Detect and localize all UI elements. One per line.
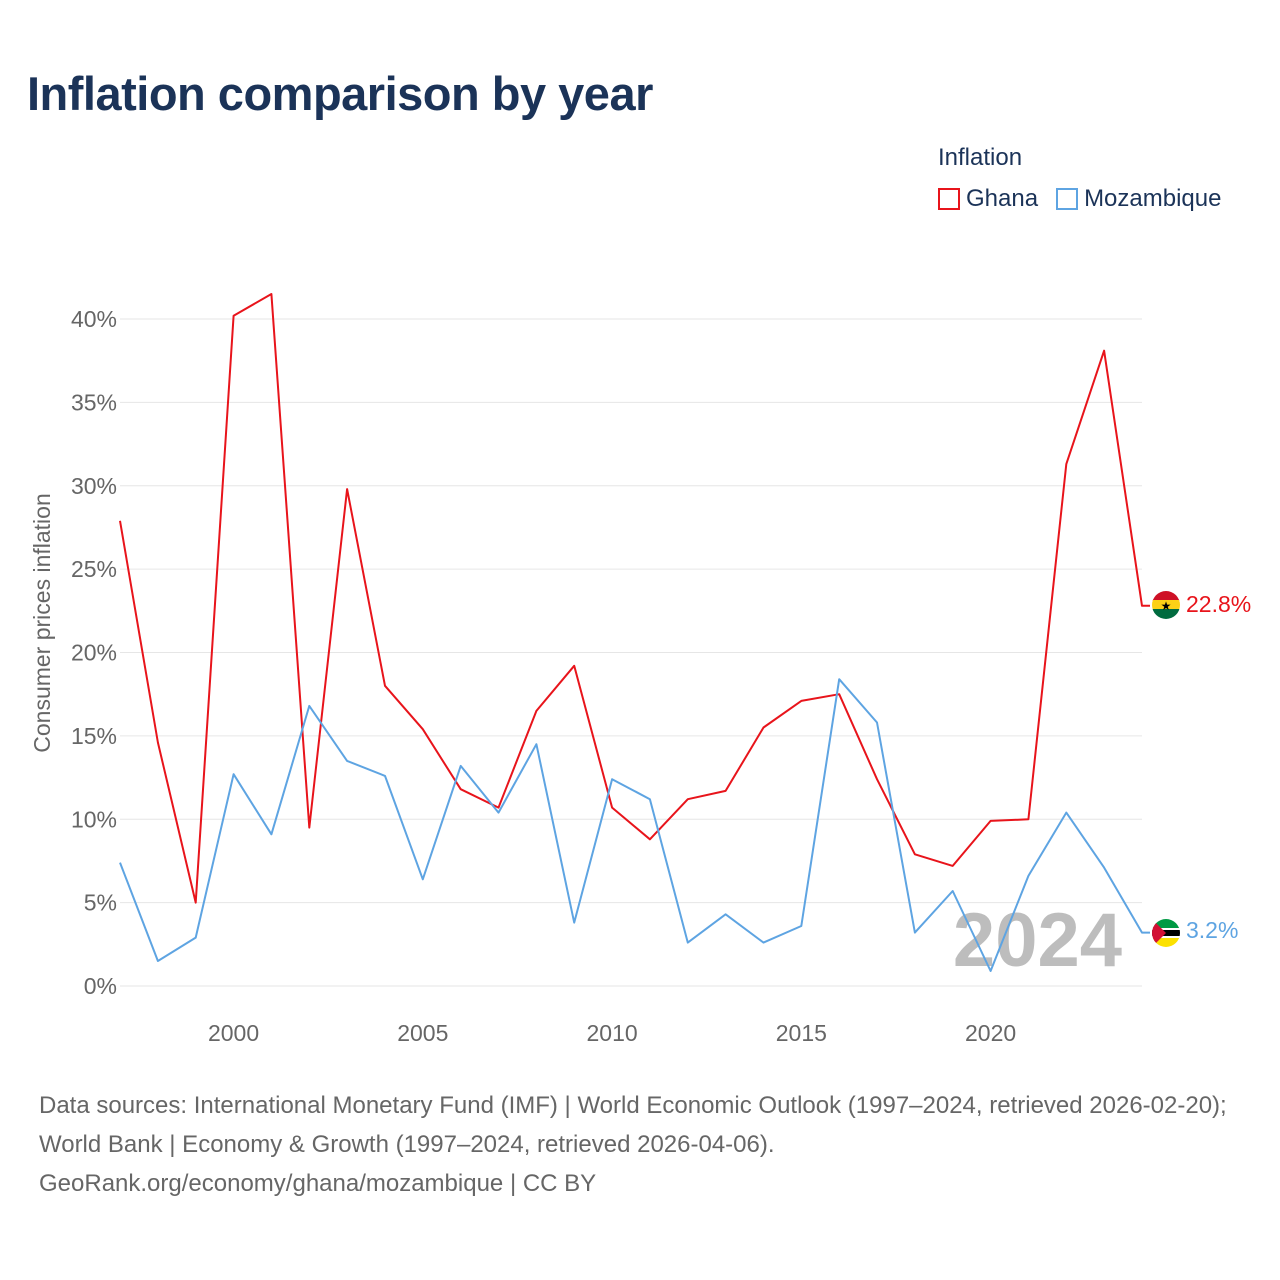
legend-swatch-ghana <box>938 188 960 210</box>
ghana-end-value-label: 22.8% <box>1186 591 1251 617</box>
y-tick-label: 35% <box>71 389 117 415</box>
chart-title: Inflation comparison by year <box>27 67 653 120</box>
mozambique-flag-icon <box>1152 919 1180 947</box>
legend-label-ghana: Ghana <box>966 185 1039 212</box>
series-line-mozambique[interactable] <box>119 678 1150 972</box>
x-tick-label: 2015 <box>776 1020 827 1046</box>
legend-item-ghana[interactable]: Ghana <box>938 185 1038 213</box>
y-axis-ticks: 0% 5% 10% 15% 20% 25% 30% 35% 40% <box>71 306 117 999</box>
data-sources: Data sources: International Monetary Fun… <box>39 1092 1227 1158</box>
y-tick-label: 40% <box>71 306 117 332</box>
mozambique-end-value-label: 3.2% <box>1186 917 1238 943</box>
gridlines <box>120 318 1142 987</box>
year-watermark: 2024 <box>953 898 1122 983</box>
ghana-flag-icon: ★ <box>1152 591 1180 619</box>
y-tick-label: 30% <box>71 473 117 499</box>
y-tick-label: 5% <box>84 890 117 916</box>
y-tick-label: 20% <box>71 640 117 666</box>
y-tick-label: 10% <box>71 806 117 832</box>
legend-label-mozambique: Mozambique <box>1084 185 1222 212</box>
x-tick-label: 2000 <box>208 1020 259 1046</box>
legend-swatch-mozambique <box>1056 188 1079 210</box>
series-line-ghana[interactable] <box>119 293 1150 904</box>
line-chart: 0%5%10%15%20%25%30%35%40% 2000 2005 2010 20… <box>29 293 1251 1046</box>
credit-link[interactable]: GeoRank.org/economy/ghana/mozambique | C… <box>39 1170 597 1197</box>
x-tick-label: 2010 <box>586 1020 637 1046</box>
x-tick-label: 2020 <box>965 1020 1016 1046</box>
y-tick-label: 0% <box>84 973 117 999</box>
footer: Data sources: International Monetary Fun… <box>39 1086 1249 1203</box>
y-axis-label: Consumer prices inflation <box>29 493 55 753</box>
svg-text:★: ★ <box>1161 599 1172 613</box>
series-lines <box>119 293 1150 972</box>
y-tick-label: 15% <box>71 723 117 749</box>
legend-title: Inflation <box>938 144 1023 171</box>
x-tick-label: 2005 <box>397 1020 448 1046</box>
legend: Ghana Mozambique <box>938 185 1239 213</box>
x-axis-ticks: 2000 2005 2010 2015 2020 <box>208 1020 1016 1046</box>
y-tick-label: 25% <box>71 556 117 582</box>
legend-item-mozambique[interactable]: Mozambique <box>1056 185 1221 213</box>
